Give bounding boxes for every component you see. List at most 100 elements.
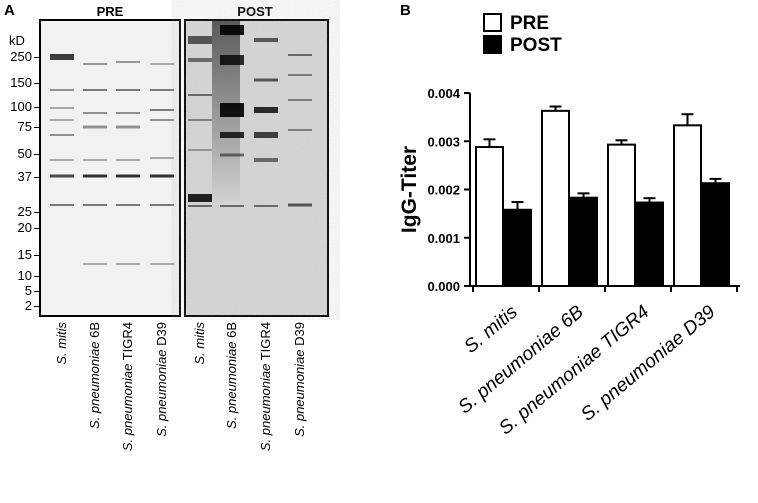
gel-band	[116, 125, 140, 129]
marker-tick	[34, 212, 39, 213]
gel-pre	[39, 19, 181, 317]
lane-label-strain: 6B	[224, 322, 239, 342]
lane-label-species: S. pneumoniae	[292, 349, 307, 437]
lane-label-species: S. mitis	[54, 322, 69, 365]
marker-tick	[34, 276, 39, 277]
gel-band	[150, 157, 174, 159]
gel-band	[220, 55, 244, 65]
gel-band	[254, 158, 278, 162]
marker-tick	[34, 255, 39, 256]
y-tick-label: 0.001	[427, 231, 460, 246]
gel-images	[39, 19, 329, 317]
y-tick-label: 0.002	[427, 183, 460, 198]
lane-label-strain: TIGR4	[258, 322, 273, 364]
gel-band	[116, 204, 140, 206]
gel-band	[50, 174, 74, 178]
lane-label-pre-2: S. pneumoniae 6B	[87, 322, 102, 429]
lane-label-post-1: S. mitis	[192, 322, 207, 365]
gel-band	[254, 78, 278, 82]
marker-label-2: 2	[24, 298, 32, 313]
gel-band	[50, 204, 74, 206]
panel-b-letter: B	[400, 2, 411, 19]
gel-band	[288, 129, 312, 131]
lane-label-strain: D39	[154, 322, 169, 350]
y-tick-label: 0.000	[427, 279, 460, 294]
gel-band	[188, 205, 212, 207]
y-axis-title: IgG-Titer	[398, 146, 421, 233]
lane-label-species: S. pneumoniae	[120, 363, 135, 452]
gel-band	[116, 159, 140, 161]
bar-post	[701, 182, 730, 287]
gel-band	[288, 74, 312, 76]
kd-unit-label: kD	[9, 33, 25, 48]
marker-tick	[34, 291, 39, 292]
gel-band	[83, 204, 107, 206]
gel-band	[50, 89, 74, 91]
lane-label-post-2: S. pneumoniae 6B	[224, 322, 239, 429]
gel-band	[254, 107, 278, 113]
marker-label-25: 25	[17, 204, 32, 219]
gel-band	[188, 149, 212, 151]
gel-band	[150, 204, 174, 206]
gel-band	[220, 205, 244, 207]
y-tick-label: 0.004	[427, 86, 460, 101]
marker-tick	[34, 107, 39, 108]
marker-label-150: 150	[10, 75, 32, 90]
marker-label-100: 100	[10, 99, 32, 114]
gel-band	[50, 119, 74, 121]
gel-band	[150, 89, 174, 91]
marker-tick	[34, 127, 39, 128]
lane-label-species: S. pneumoniae	[154, 349, 169, 437]
lane-label-species: S. pneumoniae	[87, 341, 102, 429]
marker-label-20: 20	[17, 220, 32, 235]
gel-band	[150, 63, 174, 65]
gel-band	[150, 174, 174, 178]
bar-pre	[607, 143, 636, 287]
gel-band	[288, 54, 312, 56]
lane-label-strain: TIGR4	[120, 322, 135, 364]
gel-band	[116, 263, 140, 265]
legend-swatch-pre	[483, 13, 502, 32]
lane-label-strain: D39	[292, 322, 307, 350]
gel-band	[254, 38, 278, 42]
gel-band	[116, 112, 140, 114]
marker-label-250: 250	[10, 49, 32, 64]
gel-band	[150, 263, 174, 265]
gel-band	[50, 159, 74, 161]
gel-post-title: POST	[237, 4, 273, 19]
lane-label-species: S. mitis	[192, 322, 207, 365]
gel-band	[83, 89, 107, 91]
gel-pre-title: PRE	[96, 4, 124, 19]
gel-band	[188, 194, 212, 202]
gel-band	[116, 61, 140, 63]
gel-band	[83, 112, 107, 114]
gel-band	[150, 109, 174, 111]
lane-label-post-4: S. pneumoniae D39	[292, 322, 307, 437]
marker-label-10: 10	[17, 268, 32, 283]
lane-label-pre-4: S. pneumoniae D39	[154, 322, 169, 437]
marker-tick	[34, 228, 39, 229]
gel-band	[220, 153, 244, 157]
bar-pre	[475, 146, 504, 287]
gel-band	[188, 119, 212, 121]
gel-band	[83, 159, 107, 161]
gel-band	[116, 89, 140, 91]
lane-label-pre-3: S. pneumoniae TIGR4	[120, 322, 135, 451]
bar-post	[569, 196, 598, 287]
lane-label-strain: 6B	[87, 322, 102, 342]
lane-label-species: S. pneumoniae	[258, 363, 273, 452]
gel-band	[288, 203, 312, 207]
bar-pre	[673, 124, 702, 287]
bar-pre	[541, 109, 570, 288]
lane-label-species: S. pneumoniae	[224, 341, 239, 429]
gel-band	[150, 119, 174, 121]
legend-swatch-post	[483, 35, 502, 54]
gel-band	[188, 94, 212, 96]
gel-band	[220, 25, 244, 35]
marker-label-5: 5	[24, 283, 32, 298]
gel-band	[83, 174, 107, 178]
bar-post	[635, 201, 664, 287]
legend-label-post: POST	[510, 35, 562, 56]
marker-tick	[34, 83, 39, 84]
